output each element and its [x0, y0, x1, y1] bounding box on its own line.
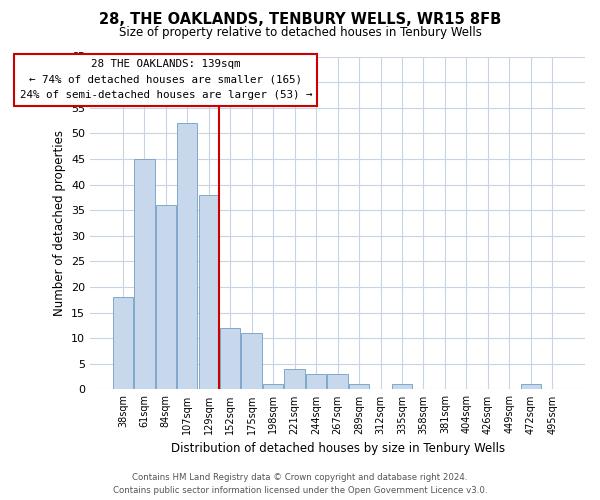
Bar	[306, 374, 326, 390]
Bar	[220, 328, 241, 390]
Text: Size of property relative to detached houses in Tenbury Wells: Size of property relative to detached ho…	[119, 26, 481, 39]
Bar	[241, 333, 262, 390]
Bar	[113, 297, 133, 390]
X-axis label: Distribution of detached houses by size in Tenbury Wells: Distribution of detached houses by size …	[170, 442, 505, 455]
Bar	[284, 369, 305, 390]
Bar	[521, 384, 541, 390]
Bar	[349, 384, 369, 390]
Bar	[199, 195, 219, 390]
Text: 28 THE OAKLANDS: 139sqm
← 74% of detached houses are smaller (165)
24% of semi-d: 28 THE OAKLANDS: 139sqm ← 74% of detache…	[20, 59, 312, 100]
Y-axis label: Number of detached properties: Number of detached properties	[53, 130, 65, 316]
Bar	[263, 384, 283, 390]
Text: Contains HM Land Registry data © Crown copyright and database right 2024.
Contai: Contains HM Land Registry data © Crown c…	[113, 474, 487, 495]
Bar	[134, 159, 155, 390]
Bar	[155, 205, 176, 390]
Text: 28, THE OAKLANDS, TENBURY WELLS, WR15 8FB: 28, THE OAKLANDS, TENBURY WELLS, WR15 8F…	[99, 12, 501, 28]
Bar	[177, 123, 197, 390]
Bar	[328, 374, 348, 390]
Bar	[392, 384, 412, 390]
